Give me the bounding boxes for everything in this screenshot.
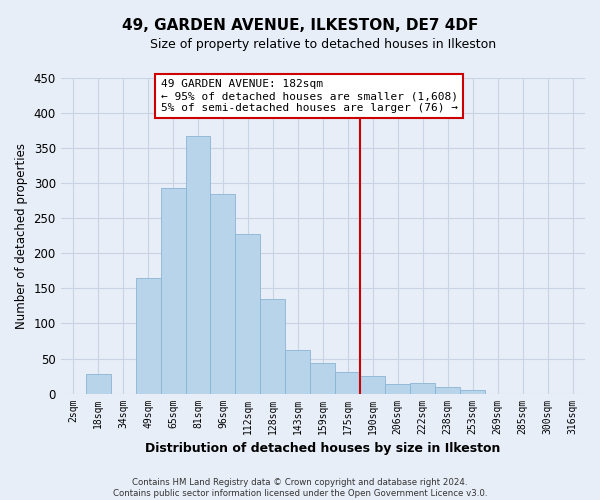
Bar <box>460 390 485 394</box>
Bar <box>260 299 286 394</box>
Bar <box>161 188 185 394</box>
Bar <box>385 384 410 394</box>
X-axis label: Distribution of detached houses by size in Ilkeston: Distribution of detached houses by size … <box>145 442 500 455</box>
Text: 49 GARDEN AVENUE: 182sqm
← 95% of detached houses are smaller (1,608)
5% of semi: 49 GARDEN AVENUE: 182sqm ← 95% of detach… <box>161 80 458 112</box>
Text: Contains HM Land Registry data © Crown copyright and database right 2024.
Contai: Contains HM Land Registry data © Crown c… <box>113 478 487 498</box>
Bar <box>410 383 435 394</box>
Bar <box>435 386 460 394</box>
Bar <box>211 194 235 394</box>
Bar <box>235 234 260 394</box>
Bar <box>335 372 360 394</box>
Bar <box>360 376 385 394</box>
Bar <box>185 136 211 394</box>
Bar <box>310 364 335 394</box>
Bar <box>86 374 110 394</box>
Bar <box>286 350 310 394</box>
Y-axis label: Number of detached properties: Number of detached properties <box>15 143 28 329</box>
Bar <box>136 278 161 394</box>
Text: 49, GARDEN AVENUE, ILKESTON, DE7 4DF: 49, GARDEN AVENUE, ILKESTON, DE7 4DF <box>122 18 478 32</box>
Title: Size of property relative to detached houses in Ilkeston: Size of property relative to detached ho… <box>150 38 496 51</box>
